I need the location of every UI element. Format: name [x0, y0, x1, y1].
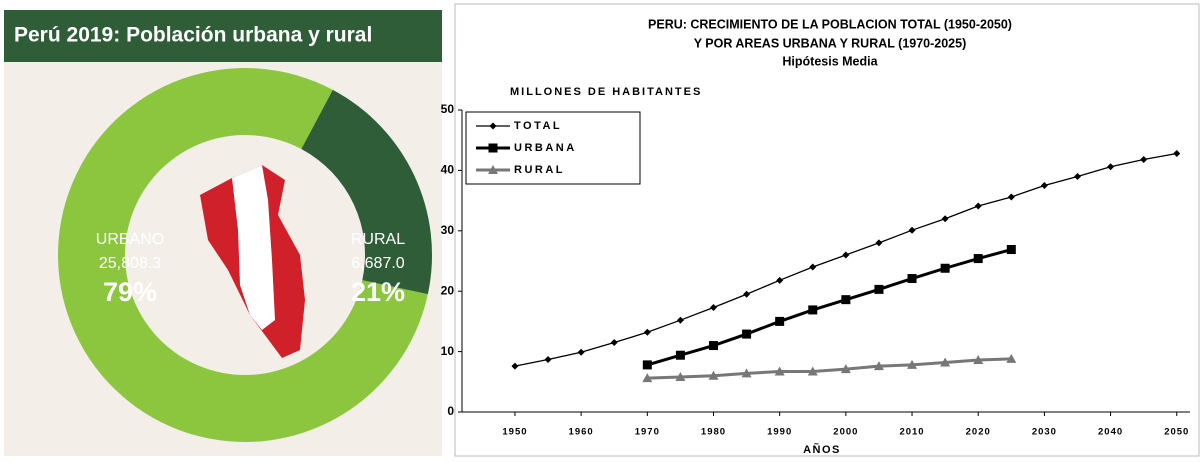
- line-subtitle: Hipótesis Media: [782, 54, 878, 68]
- y-tick-label: 20: [441, 283, 455, 297]
- x-tick-label: 2030: [1032, 427, 1057, 438]
- point: [941, 264, 950, 273]
- x-tick-label: 1990: [767, 427, 792, 438]
- y-tick-label: 40: [441, 163, 455, 177]
- page: {"chart_data": [ {"type": "donut", "titl…: [0, 0, 1202, 463]
- y-tick-label: 50: [441, 102, 455, 116]
- point: [841, 295, 850, 304]
- point: [709, 341, 718, 350]
- point: [742, 330, 751, 339]
- x-tick-label: 1950: [502, 427, 527, 438]
- category-label: URBANO: [96, 231, 164, 248]
- x-tick-label: 1970: [635, 427, 660, 438]
- point: [676, 351, 685, 360]
- legend-label: TOTAL: [514, 120, 562, 132]
- x-tick-label: 2040: [1098, 427, 1123, 438]
- y-tick-label: 30: [441, 223, 455, 237]
- point: [1007, 245, 1016, 254]
- point: [643, 360, 652, 369]
- legend-marker: [489, 144, 498, 153]
- donut-title: Perú 2019: Población urbana y rural: [14, 24, 372, 47]
- y-tick-label: 10: [441, 344, 455, 358]
- x-tick-label: 2050: [1164, 427, 1189, 438]
- point: [775, 317, 784, 326]
- chart: Perú 2019: Población urbana y rural PERU…: [0, 0, 1202, 458]
- percent-label: 21%: [351, 277, 405, 307]
- x-tick-label: 1980: [701, 427, 726, 438]
- legend-label: URBANA: [514, 142, 577, 154]
- y-tick-label: 0: [447, 404, 454, 418]
- point: [874, 285, 883, 294]
- x-axis-label: AÑOS: [803, 443, 841, 456]
- point: [808, 305, 817, 314]
- legend-label: RURAL: [514, 164, 565, 176]
- value-label: 6,687.0: [351, 255, 404, 272]
- x-tick-label: 2010: [899, 427, 924, 438]
- x-tick-label: 2020: [966, 427, 991, 438]
- line-title: PERU: CRECIMIENTO DE LA POBLACION TOTAL …: [648, 17, 1012, 31]
- point: [974, 254, 983, 263]
- percent-label: 79%: [103, 277, 157, 307]
- line-panel: [455, 4, 1199, 456]
- value-label: 25,808.3: [99, 255, 161, 272]
- point: [908, 274, 917, 283]
- category-label: RURAL: [351, 231, 405, 248]
- y-axis-label: MILLONES DE HABITANTES: [510, 86, 702, 98]
- x-tick-label: 1960: [569, 427, 594, 438]
- x-tick-label: 2000: [833, 427, 858, 438]
- line-title: Y POR AREAS URBANA Y RURAL (1970-2025): [694, 36, 967, 50]
